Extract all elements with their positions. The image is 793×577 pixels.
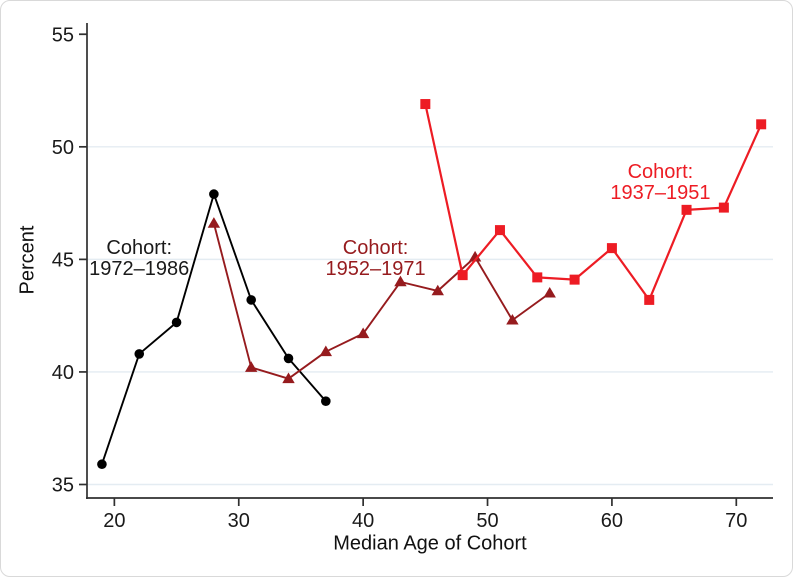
data-point-circle bbox=[246, 295, 256, 305]
data-point-circle bbox=[321, 396, 331, 406]
data-point-triangle bbox=[543, 286, 556, 298]
y-tick-label: 40 bbox=[52, 362, 74, 384]
y-axis-title: Percent bbox=[16, 225, 39, 295]
annotation-cohort-1972-1986: Cohort: 1972–1986 bbox=[89, 238, 189, 280]
data-point-square bbox=[420, 99, 431, 110]
x-tick-label: 50 bbox=[476, 510, 498, 532]
data-point-triangle bbox=[207, 217, 221, 228]
x-tick-label: 70 bbox=[725, 510, 747, 532]
x-tick-label: 30 bbox=[228, 510, 250, 532]
annotation-line: Cohort: bbox=[627, 160, 694, 183]
series-line bbox=[212, 222, 551, 380]
annotation-line: Cohort: bbox=[106, 237, 173, 260]
annotation-line: Cohort: bbox=[342, 237, 409, 260]
x-tick-label: 60 bbox=[601, 510, 623, 532]
data-point-circle bbox=[171, 317, 182, 328]
data-point-circle bbox=[97, 459, 107, 470]
data-point-triangle bbox=[356, 327, 370, 339]
x-tick-label: 20 bbox=[103, 510, 125, 532]
y-tick-label: 55 bbox=[52, 24, 74, 46]
data-point-square bbox=[718, 202, 729, 213]
data-point-square bbox=[681, 204, 692, 215]
data-point-circle bbox=[283, 353, 294, 364]
data-point-square bbox=[532, 272, 543, 283]
data-point-triangle bbox=[244, 361, 258, 372]
data-point-circle bbox=[134, 349, 145, 359]
data-point-triangle bbox=[319, 345, 333, 357]
annotation-line: 1972–1986 bbox=[89, 258, 190, 281]
y-tick-label: 45 bbox=[52, 249, 74, 271]
annotation-cohort-1937-1951: Cohort: 1937–1951 bbox=[610, 160, 711, 204]
x-tick-label: 40 bbox=[352, 510, 374, 532]
data-point-triangle bbox=[506, 313, 519, 325]
data-point-square bbox=[457, 270, 468, 281]
x-axis-title: Median Age of Cohort bbox=[333, 532, 527, 555]
data-point-triangle bbox=[282, 372, 295, 384]
data-point-square bbox=[756, 119, 767, 130]
annotation-line: 1952–1971 bbox=[325, 258, 426, 281]
y-tick-label: 35 bbox=[52, 474, 74, 496]
annotation-cohort-1952-1971: Cohort: 1952–1971 bbox=[326, 238, 426, 280]
data-point-circle bbox=[209, 189, 219, 199]
data-point-triangle bbox=[468, 250, 482, 262]
data-point-square bbox=[606, 243, 617, 254]
data-point-triangle bbox=[431, 284, 444, 296]
data-point-square bbox=[494, 225, 505, 236]
y-tick-label: 50 bbox=[52, 137, 74, 159]
series-line bbox=[424, 102, 763, 301]
data-point-square bbox=[569, 274, 580, 285]
series-line bbox=[100, 193, 327, 466]
data-point-triangle bbox=[394, 275, 407, 287]
data-point-square bbox=[644, 294, 655, 305]
annotation-line: 1937–1951 bbox=[610, 181, 711, 204]
